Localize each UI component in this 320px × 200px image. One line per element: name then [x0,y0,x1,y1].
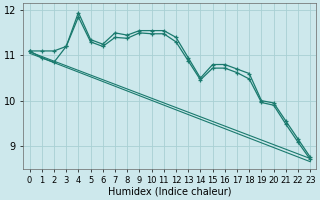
X-axis label: Humidex (Indice chaleur): Humidex (Indice chaleur) [108,187,232,197]
